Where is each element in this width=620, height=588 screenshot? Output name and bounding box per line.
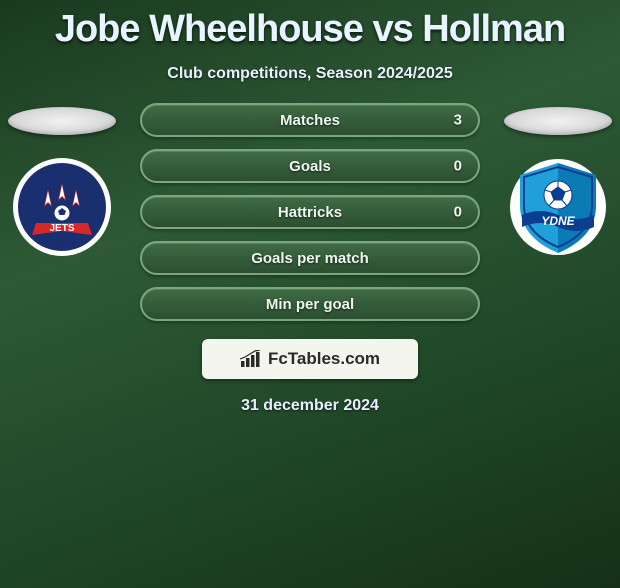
- brand-pill[interactable]: FcTables.com: [202, 339, 418, 379]
- stat-label: Hattricks: [278, 204, 342, 221]
- stat-bar-matches: Matches 3: [140, 103, 480, 137]
- brand-text: FcTables.com: [268, 349, 380, 369]
- svg-text:JETS: JETS: [49, 223, 74, 234]
- club-badge-right: YDNE: [508, 157, 608, 257]
- bar-chart-icon: [240, 350, 262, 368]
- stat-bar-hattricks: Hattricks 0: [140, 195, 480, 229]
- player-left-placeholder: [8, 107, 116, 135]
- sydney-fc-badge-icon: YDNE: [508, 157, 608, 257]
- newcastle-jets-badge-icon: NEWCASTLE UNITED JETS: [12, 157, 112, 257]
- svg-text:NEWCASTLE: NEWCASTLE: [37, 171, 88, 180]
- page-subtitle: Club competitions, Season 2024/2025: [0, 65, 620, 83]
- club-badge-left: NEWCASTLE UNITED JETS: [12, 157, 112, 257]
- player-left-column: NEWCASTLE UNITED JETS: [2, 101, 122, 257]
- page-title: Jobe Wheelhouse vs Hollman: [0, 8, 620, 51]
- stat-bar-goals-per-match: Goals per match: [140, 241, 480, 275]
- stat-bar-goals: Goals 0: [140, 149, 480, 183]
- stat-label: Matches: [280, 112, 340, 129]
- player-right-placeholder: [504, 107, 612, 135]
- stat-value-right: 3: [454, 112, 462, 129]
- comparison-row: NEWCASTLE UNITED JETS: [0, 101, 620, 321]
- stat-label: Min per goal: [266, 296, 354, 313]
- stat-label: Goals per match: [251, 250, 369, 267]
- player-right-column: YDNE: [498, 101, 618, 257]
- svg-text:YDNE: YDNE: [541, 214, 575, 228]
- footer-date: 31 december 2024: [0, 397, 620, 415]
- svg-text:UNITED: UNITED: [47, 240, 77, 249]
- stat-label: Goals: [289, 158, 331, 175]
- stat-value-right: 0: [454, 204, 462, 221]
- stats-column: Matches 3 Goals 0 Hattricks 0 Goals per …: [140, 103, 480, 321]
- stat-value-right: 0: [454, 158, 462, 175]
- stat-bar-min-per-goal: Min per goal: [140, 287, 480, 321]
